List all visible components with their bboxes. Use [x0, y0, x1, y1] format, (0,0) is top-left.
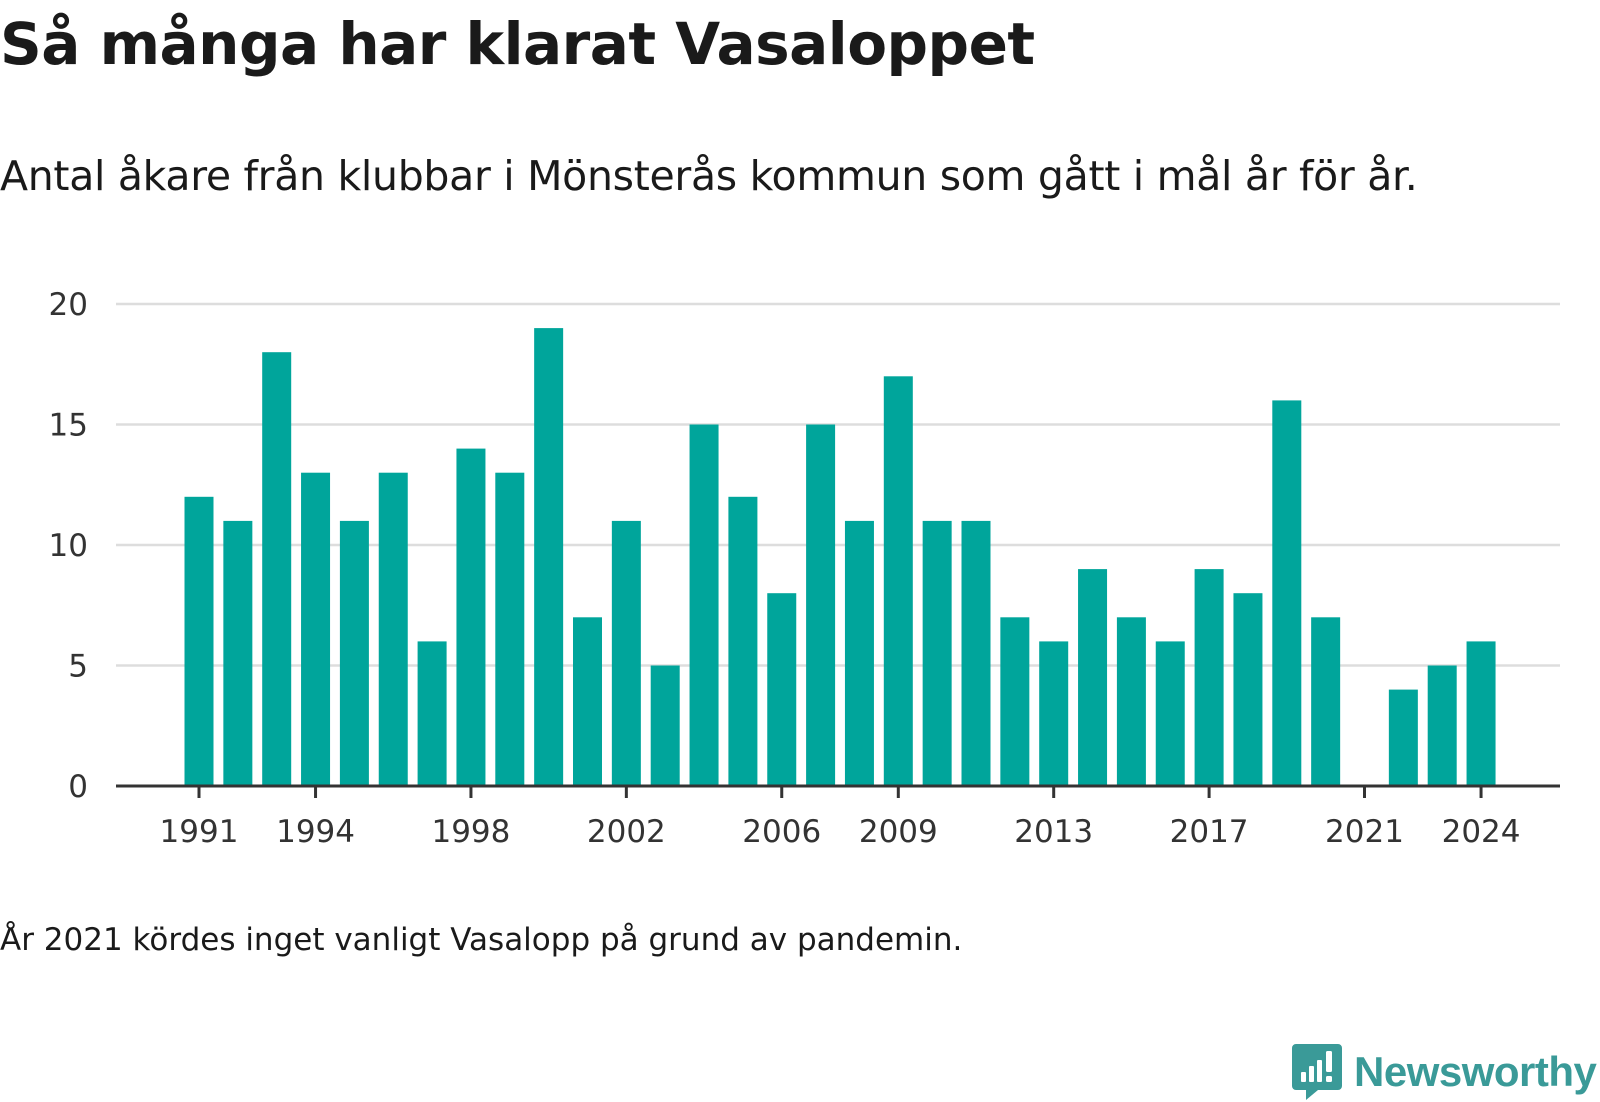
bar-1997 [417, 641, 447, 786]
bar-2011 [961, 520, 991, 786]
x-axis [116, 784, 1560, 798]
y-tick-label: 10 [49, 528, 88, 564]
bar-2018 [1233, 593, 1263, 786]
bars [184, 328, 1496, 786]
bar-2009 [883, 376, 913, 786]
y-tick-label: 20 [49, 287, 88, 323]
bar-1991 [184, 496, 214, 786]
bar-2019 [1272, 400, 1302, 786]
footnote: År 2021 kördes inget vanligt Vasalopp på… [0, 922, 963, 958]
bar-1992 [223, 520, 253, 786]
bar-2012 [1000, 617, 1030, 786]
brand-name: Newsworthy [1354, 1048, 1597, 1095]
bar-2024 [1466, 641, 1496, 786]
x-tick-label: 2017 [1170, 814, 1249, 850]
bar-1993 [262, 352, 292, 786]
brand-logo: Newsworthy [1292, 1042, 1597, 1102]
newsworthy-logo-icon [1292, 1044, 1342, 1100]
bar-2001 [573, 617, 602, 786]
x-tick-label: 2002 [587, 814, 666, 850]
bar-1999 [495, 472, 525, 786]
bar-2000 [534, 328, 564, 786]
bar-2005 [728, 496, 758, 786]
x-tick-label: 1994 [276, 814, 355, 850]
bar-2002 [611, 520, 641, 786]
bar-2010 [922, 520, 952, 786]
chart-title: Så många har klarat Vasaloppet [0, 10, 1035, 78]
y-tick-label: 5 [68, 649, 88, 685]
y-tick-label: 15 [49, 408, 88, 444]
bar-2020 [1311, 617, 1341, 786]
bar-2014 [1078, 569, 1108, 786]
bar-2015 [1116, 617, 1146, 786]
x-tick-label: 2009 [859, 814, 938, 850]
x-tick-label: 2013 [1014, 814, 1093, 850]
bar-2003 [650, 665, 680, 786]
bar-2022 [1388, 689, 1418, 786]
bar-2023 [1427, 665, 1457, 786]
bar-2004 [689, 424, 719, 786]
bar-2006 [767, 593, 797, 786]
grid-lines [116, 302, 1560, 667]
x-tick-label: 2021 [1325, 814, 1404, 850]
x-tick-label: 2024 [1442, 814, 1521, 850]
bar-1996 [378, 472, 408, 786]
bar-2013 [1039, 641, 1069, 786]
bar-2008 [844, 520, 874, 786]
chart-subtitle: Antal åkare från klubbar i Mönsterås kom… [0, 152, 1418, 200]
y-tick-label: 0 [68, 769, 88, 805]
x-tick-label: 2006 [742, 814, 821, 850]
bar-1995 [339, 520, 369, 786]
tick-labels: 0 5 10 15 20 1991 1994 1998 2002 2006 2009 2013 2017… [49, 287, 1521, 850]
x-tick-label: 1991 [160, 814, 239, 850]
bar-2007 [806, 424, 836, 786]
bar-2016 [1155, 641, 1185, 786]
x-tick-label: 1998 [431, 814, 510, 850]
bar-1994 [301, 472, 331, 786]
bar-1998 [456, 448, 486, 786]
bar-2017 [1194, 569, 1224, 786]
